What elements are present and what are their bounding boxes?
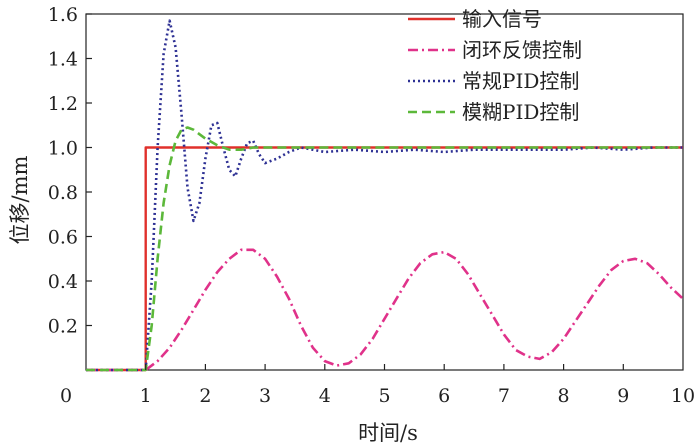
y-tick-label: 0.2 bbox=[48, 316, 78, 338]
y-tick-label: 0.6 bbox=[48, 227, 78, 249]
y-tick-label: 1.2 bbox=[48, 93, 78, 115]
y-axis-ticks: 0.2 0.4 0.6 0.8 1.0 1.2 1.4 1.6 bbox=[48, 4, 92, 338]
series-line-2 bbox=[86, 248, 684, 372]
y-tick-label: 1.6 bbox=[48, 4, 78, 26]
x-tick-label: 10 bbox=[671, 385, 695, 407]
series-line-4 bbox=[86, 126, 683, 372]
y-axis-title: 位移/mm bbox=[8, 155, 32, 244]
x-tick-label: 0 bbox=[60, 385, 72, 407]
legend-label-4: 模糊PID控制 bbox=[462, 100, 579, 124]
x-tick-label: 5 bbox=[378, 385, 390, 407]
x-tick-label: 4 bbox=[319, 385, 331, 407]
x-tick-label: 8 bbox=[558, 385, 570, 407]
x-tick-label: 1 bbox=[140, 385, 152, 407]
curves bbox=[86, 19, 684, 372]
y-tick-label: 1.4 bbox=[48, 49, 78, 71]
legend-label-1: 输入信号 bbox=[462, 7, 542, 31]
x-tick-label: 6 bbox=[438, 385, 450, 407]
x-tick-label: 7 bbox=[498, 385, 510, 407]
y-tick-label: 0.8 bbox=[48, 182, 78, 204]
x-tick-label: 3 bbox=[259, 385, 271, 407]
x-tick-label: 9 bbox=[617, 385, 629, 407]
x-axis-title: 时间/s bbox=[358, 421, 418, 445]
legend-label-2: 闭环反馈控制 bbox=[462, 38, 582, 62]
x-axis-ticks: 0 1 2 3 4 5 6 7 8 9 10 bbox=[60, 364, 695, 407]
legend-label-3: 常规PID控制 bbox=[462, 69, 579, 93]
y-tick-label: 0.4 bbox=[48, 271, 78, 293]
y-tick-label: 1.0 bbox=[48, 138, 78, 160]
x-tick-label: 2 bbox=[199, 385, 211, 407]
